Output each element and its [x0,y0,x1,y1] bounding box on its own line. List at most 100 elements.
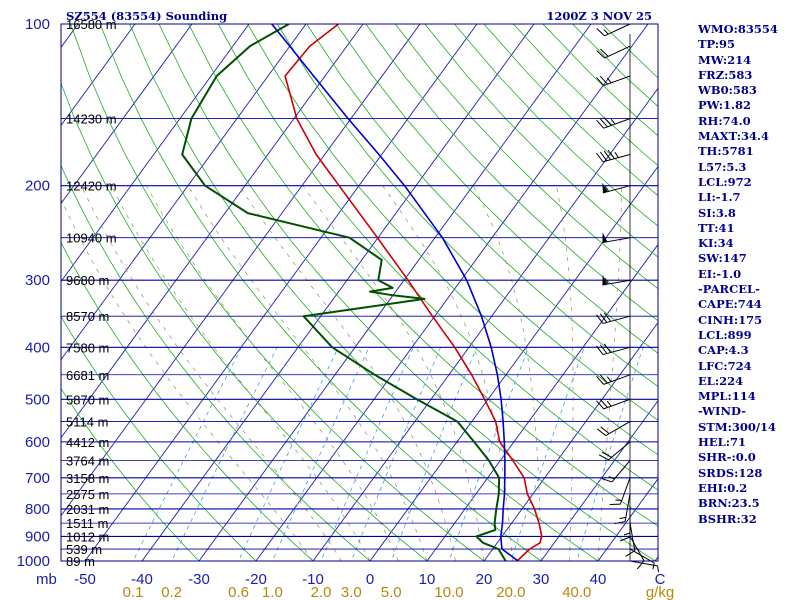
mixing-ratio-line [510,347,585,561]
wind-barb [609,477,631,505]
dry-adiabat-line [129,24,599,561]
wind-barb [629,536,645,570]
stat-line: TH:5781 [698,144,754,159]
wind-barb [602,274,631,286]
isotherm-line [141,24,535,561]
isotherm-line [540,399,658,561]
height-label: 16580 m [66,17,117,32]
background-lines [0,24,658,561]
wind-barb [601,460,631,483]
mixing-ratio-line [320,347,414,561]
mixing-ratio-line [576,347,644,561]
dry-adiabat-line [61,387,200,561]
pressure-label: 600 [25,434,50,451]
stat-line: EHI:0.2 [698,480,748,495]
mixing-ratio-label: 1.0 [262,584,283,600]
isotherm-line [198,24,592,561]
moist-adiabat-line [555,185,574,561]
pressure-label: 300 [25,272,50,289]
height-label: 7580 m [66,340,109,355]
chart-title: SZ554 (83554) Sounding [66,9,227,23]
moist-adiabat-line [145,185,399,561]
height-label: 9680 m [66,273,109,288]
isobars [61,23,658,562]
stat-line: LFC:724 [698,358,752,373]
mixing-ratio-unit: g/kg [646,584,674,600]
mixing-ratio-line [271,347,370,561]
mixing-ratio-line [171,347,278,561]
pressure-label: 400 [25,339,50,356]
stat-line: FRZ:583 [698,67,753,82]
mixing-ratio-label: 20.0 [496,584,525,600]
chart-datetime: 1200Z 3 NOV 25 [546,9,652,23]
stat-line: SHR-:0.0 [698,450,756,465]
height-label: 5114 m [66,415,108,430]
mixing-ratio-line [390,347,478,561]
dry-adiabat-line [394,24,658,290]
moist-adiabat-line [80,185,342,561]
stat-line: STM:300/14 [698,419,777,434]
isotherm-line [255,24,649,561]
height-label: 3764 m [66,454,109,469]
isotherm-line [0,24,21,561]
pressure-label: 200 [25,178,50,195]
isotherm-line [61,24,193,205]
height-label: 4412 m [66,435,109,450]
isotherm-line [61,24,250,283]
dry-adiabat-line [99,24,542,561]
isotherm-line [369,165,658,561]
stat-line: LCL:899 [698,327,752,342]
stat-line: -PARCEL- [698,282,760,297]
isotherm-line [61,24,136,127]
height-label: 10940 m [66,231,117,246]
temperature-label: 0 [366,571,374,588]
stat-line: WB0:583 [698,83,757,98]
stat-line: MAXT:34.4 [698,129,769,144]
stat-line: L57:5.3 [698,159,747,174]
isotherm-line [61,24,421,517]
height-label: 89 m [66,554,95,569]
stat-line: EI:-1.0 [698,266,742,281]
dry-adiabat-line [61,82,428,561]
mixing-ratio-line [350,347,441,561]
wind-barb [596,75,631,87]
mixing-ratio-label: 0.6 [228,584,249,600]
mixing-ratio-label: 0.1 [123,584,144,600]
height-label: 8570 m [66,309,109,324]
wind-barb [596,45,631,59]
stat-line: MW:214 [698,52,752,67]
dry-adiabat-line [335,24,658,354]
temperature-label: 10 [419,571,436,588]
pressure-label: 1000 [17,553,50,570]
temperature-unit: C [655,571,666,588]
stat-line: MPL:114 [698,389,756,404]
pressure-label: 800 [25,501,50,518]
height-label: 539 m [66,542,102,557]
profiles [181,24,543,561]
mixing-ratio-line [132,347,242,561]
wind-barb [625,523,636,557]
temperature-label: 40 [590,571,607,588]
temperature-label: -10 [302,571,324,588]
wind-barb [602,232,631,244]
stat-line: TP:95 [698,37,736,52]
dry-adiabat-line [424,24,658,258]
wind-barb [596,421,631,437]
dry-adiabat-line [70,24,485,561]
stat-line: SW:147 [698,251,747,266]
stats-panel: WMO:83554 TP:95 MW:214 FRZ:583 WB0:583 PW:1.8… [698,22,798,527]
plot-background [61,24,658,561]
stat-line: -WIND- [698,404,746,419]
isotherm-line [84,24,478,561]
wind-barb [596,117,631,129]
stat-line: PW:1.82 [698,98,752,113]
plot-frame [60,23,659,562]
moist-adiabat-line [238,185,456,561]
dry-adiabat-line [188,24,658,527]
dewpoint-line [181,24,507,561]
dry-adiabat-line [61,164,371,561]
temperature-label: 30 [533,571,550,588]
parcel-line [271,24,519,561]
stat-line: EL:224 [698,373,744,388]
